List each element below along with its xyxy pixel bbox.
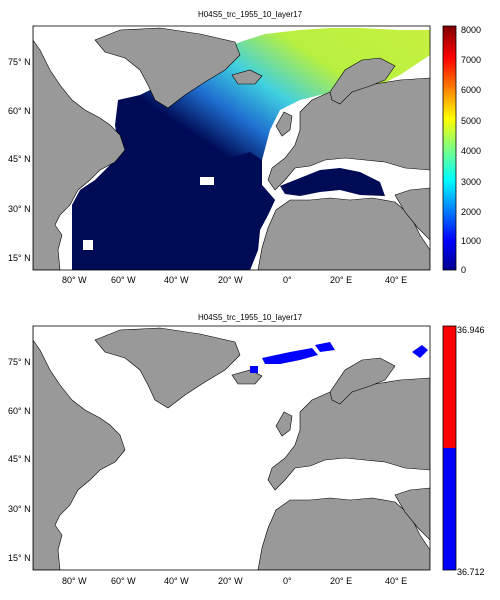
map2-xtick-0: 0°	[283, 576, 292, 586]
map2-frame	[32, 325, 431, 571]
map2-ytick-30: 30° N	[8, 504, 31, 514]
map1-deep-ocean	[72, 152, 275, 270]
map1-ytick-60: 60° N	[8, 106, 31, 116]
map-panel-1: H04S5_trc_1955_10_layer17	[8, 10, 481, 285]
map1-mediterranean	[280, 168, 385, 196]
map1-cbar-2000: 2000	[461, 207, 481, 217]
map1-africa	[257, 197, 430, 270]
map1-colorbar	[442, 25, 457, 271]
map1-cbar-8000: 8000	[461, 25, 481, 35]
map2-ytick-15: 15° N	[8, 553, 31, 563]
map2-xtick-20e: 20° E	[330, 576, 352, 586]
map1-cbar-6000: 6000	[461, 85, 481, 95]
map2-xtick-60w: 60° W	[111, 576, 136, 586]
map1-xtick-20w: 20° W	[218, 275, 243, 285]
map1-cbar-1000: 1000	[461, 236, 481, 246]
map1-xtick-80w: 80° W	[62, 275, 87, 285]
map-panel-2: H04S5_trc_1955_10_layer17 75° N 60° N 45…	[8, 313, 485, 586]
map1-gap-1	[200, 177, 214, 185]
map2-y-axis: 75° N 60° N 45° N 30° N 15° N	[8, 357, 31, 563]
map1-y-axis: 75° N 60° N 45° N 30° N 15° N	[8, 57, 31, 263]
map2-colorbar	[442, 325, 457, 571]
map2-cbar-top: 36.946	[457, 325, 485, 335]
map1-xtick-60w: 60° W	[111, 275, 136, 285]
map2-xtick-40e: 40° E	[385, 576, 407, 586]
map1-plot-area	[33, 26, 430, 270]
map2-mediterranean	[280, 468, 385, 496]
map2-british-isles	[275, 411, 293, 437]
map1-cbar-5000: 5000	[461, 116, 481, 126]
map1-cbar-0: 0	[461, 265, 466, 275]
map2-xtick-20w: 20° W	[218, 576, 243, 586]
map1-ytick-30: 30° N	[8, 204, 31, 214]
map1-xtick-20e: 20° E	[330, 275, 352, 285]
map2-xtick-80w: 80° W	[62, 576, 87, 586]
map1-north-america	[33, 26, 126, 270]
map2-colorbar-frame	[442, 325, 457, 571]
map1-greenland	[94, 27, 241, 109]
map2-north-america	[33, 326, 126, 570]
map2-blue-patch-4	[412, 345, 428, 358]
map2-ytick-60: 60° N	[8, 406, 31, 416]
map2-colorbar-blue	[443, 448, 456, 570]
map2-blue-patch-3	[315, 342, 335, 352]
map2-x-axis: 80° W 60° W 40° W 20° W 0° 20° E 40° E	[62, 576, 407, 586]
map2-plot-area	[33, 326, 430, 570]
map1-xtick-40w: 40° W	[164, 275, 189, 285]
map1-cbar-3000: 3000	[461, 177, 481, 187]
map1-xtick-0: 0°	[283, 275, 292, 285]
map2-xtick-40w: 40° W	[164, 576, 189, 586]
map2-iceland	[231, 369, 263, 385]
map1-cbar-4000: 4000	[461, 146, 481, 156]
map1-arabia	[394, 187, 430, 241]
map2-title: H04S5_trc_1955_10_layer17	[198, 313, 303, 322]
map2-arabia	[394, 487, 430, 541]
map2-blue-patch-2	[250, 366, 258, 373]
map1-gap-2	[83, 240, 93, 250]
map1-title: H04S5_trc_1955_10_layer17	[198, 10, 303, 19]
map1-iceland	[231, 69, 263, 85]
map2-africa	[257, 497, 430, 570]
map1-frame	[32, 25, 431, 271]
map2-scandinavia	[329, 357, 396, 405]
map2-blue-patch-1	[262, 348, 318, 364]
map1-ytick-75: 75° N	[8, 57, 31, 67]
map1-ytick-45: 45° N	[8, 154, 31, 164]
map1-x-axis: 80° W 60° W 40° W 20° W 0° 20° E 40° E	[62, 275, 407, 285]
map1-scandinavia	[329, 57, 396, 105]
map2-colorbar-red	[443, 326, 456, 448]
map1-british-isles	[275, 111, 293, 137]
map1-cbar-7000: 7000	[461, 55, 481, 65]
map1-xtick-40e: 40° E	[385, 275, 407, 285]
map1-colorbar-ticks: 8000 7000 6000 5000 4000 3000 2000 1000 …	[461, 25, 481, 275]
map2-ytick-45: 45° N	[8, 454, 31, 464]
map2-greenland	[94, 327, 241, 409]
map2-cbar-bottom: 36.712	[457, 567, 485, 577]
map2-ytick-75: 75° N	[8, 357, 31, 367]
map1-ytick-15: 15° N	[8, 253, 31, 263]
